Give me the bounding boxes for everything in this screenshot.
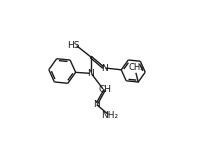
Text: CH₃: CH₃ <box>128 63 144 72</box>
Text: HS: HS <box>67 41 80 50</box>
Text: N: N <box>87 69 94 78</box>
Text: CH: CH <box>98 85 111 94</box>
Text: NH₂: NH₂ <box>101 110 118 120</box>
Text: N: N <box>101 64 108 73</box>
Text: N: N <box>93 100 100 109</box>
